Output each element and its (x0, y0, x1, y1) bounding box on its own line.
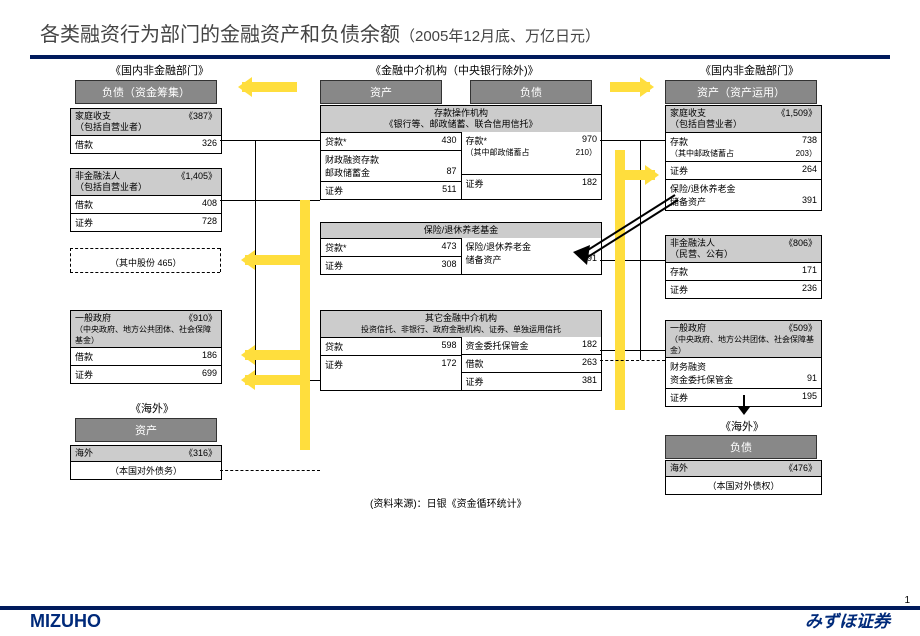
title-main: 各类融资行为部门的金融资产和负债余额 (40, 24, 400, 46)
hdr-liab: 负债（资金筹集） (75, 80, 217, 104)
box-L2: 非金融法人《1,405》（包括自营业者） 借款408 证券728 (70, 168, 222, 232)
box-L4: 海外《316》 （本国对外债务） (70, 445, 222, 480)
yellow-vert-left (300, 200, 310, 450)
brand-jp: みずほ证券 (805, 607, 890, 632)
oversea-left-hdr: 资产 (75, 418, 217, 442)
box-M1: 存款操作机构《银行等、邮政储蓄、联合信用信托》 贷款*430 财政融资存款 邮政… (320, 105, 602, 200)
oversea-left-label: 《海外》 (130, 400, 174, 416)
brand-logo: MIZUHO (30, 611, 101, 632)
box-L3: 一般政府《910》（中央政府、地方公共团体、社会保障基金） 借款186 证券69… (70, 310, 222, 384)
box-M2: 保险/退休养老基金 贷款*473 证券308 保险/退休养老金 储备资产391 (320, 222, 602, 275)
arrow-right-top (610, 82, 650, 92)
hdr-asset-right: 资产（资产运用） (665, 80, 817, 104)
box-L1: 家庭收支《387》（包括自营业者） 借款326 (70, 108, 222, 154)
hdr-liab-mid: 负债 (470, 80, 592, 104)
L2-note: （其中股份 465） (110, 256, 182, 269)
footer (0, 606, 920, 636)
page-title: 各类融资行为部门的金融资产和负债余额（2005年12月底、万亿日元） (40, 18, 600, 47)
col-left-label: 《国内非金融部门》 (110, 62, 209, 78)
hdr-asset-mid: 资产 (320, 80, 442, 104)
arrow-y4 (245, 375, 305, 385)
down-arrow-icon (734, 395, 754, 417)
source-text: (资料来源)：日银《资金循环统计》 (370, 495, 527, 510)
page-number: 1 (904, 595, 910, 606)
title-sub: （2005年12月底、万亿日元） (400, 28, 600, 45)
arrow-yr1 (625, 170, 655, 180)
box-R4: 海外《476》 （本国对外债权） (665, 460, 822, 495)
oversea-right-label: 《海外》 (720, 418, 764, 434)
box-R1: 家庭收支《1,509》（包括自营业者） 存款738（其中邮政储蓄占203） 证券… (665, 105, 822, 211)
title-rule (30, 55, 890, 59)
arrow-left-1 (242, 82, 297, 92)
col-right-label: 《国内非金融部门》 (700, 62, 799, 78)
box-M3: 其它金融中介机构投资信托、非银行、政府金融机构、证券、单独运用信托 贷款598 … (320, 310, 602, 391)
col-mid-label: 《金融中介机构（中央银行除外)》 (370, 62, 539, 78)
box-R2: 非金融法人《806》（民营、公有） 存款171 证券236 (665, 235, 822, 299)
arrow-y3 (245, 350, 305, 360)
arrow-y2 (245, 255, 305, 265)
yellow-vert-right (615, 150, 625, 410)
double-arrow-icon (565, 190, 685, 270)
oversea-right-hdr: 负债 (665, 435, 817, 459)
